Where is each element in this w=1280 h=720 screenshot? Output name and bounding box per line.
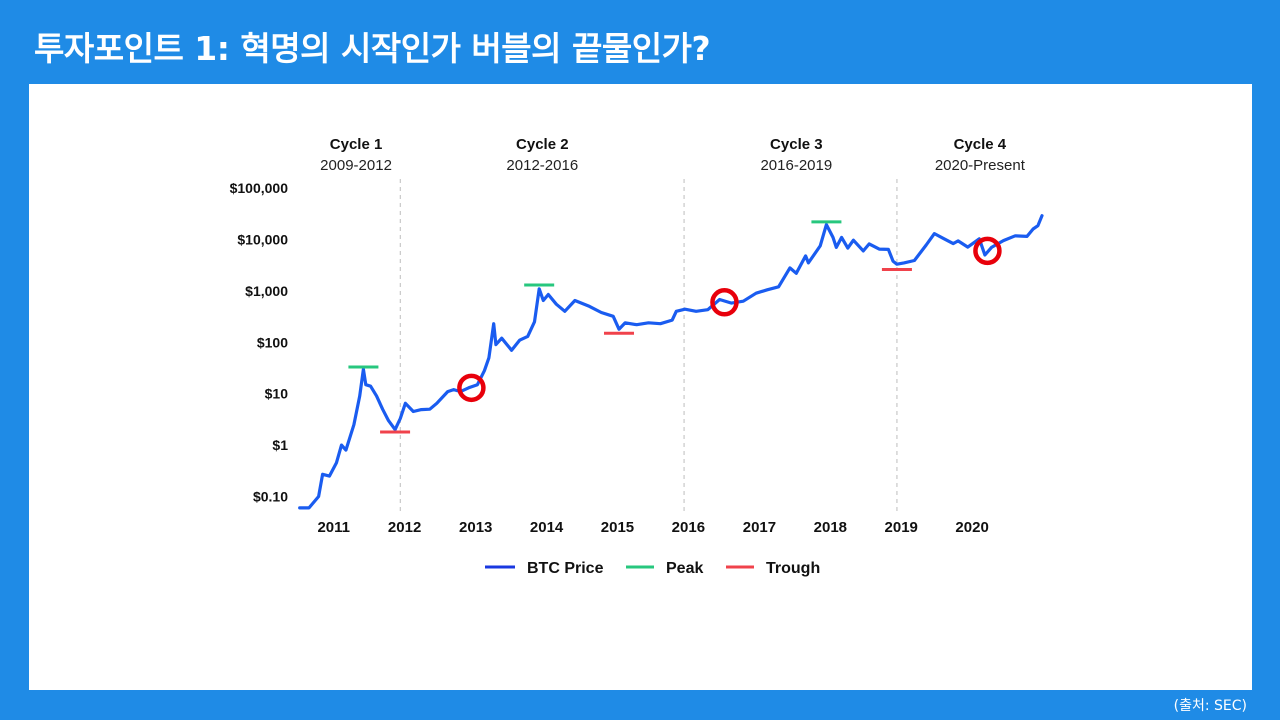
y-tick-label: $1 xyxy=(272,437,288,453)
x-tick-label: 2020 xyxy=(955,519,988,536)
peak-markers xyxy=(348,220,842,369)
series-layer xyxy=(298,214,1044,510)
highlight-circles xyxy=(457,236,1002,403)
x-tick-label: 2012 xyxy=(388,519,421,536)
legend-label: Peak xyxy=(666,560,703,577)
y-tick-label: $100 xyxy=(257,334,288,350)
cycle-headers: Cycle 1 2009-2012 Cycle 2 2012-2016 Cycle 3 2… xyxy=(320,136,1026,174)
highlight-circle xyxy=(457,373,486,403)
chart-panel: Cycle 1 2009-2012 Cycle 2 2012-2016 Cycle 3 2… xyxy=(29,84,1252,690)
cycle-name: Cycle 4 xyxy=(954,136,1007,153)
x-tick-label: 2011 xyxy=(317,519,350,536)
y-tick-label: $10 xyxy=(265,386,289,402)
y-tick-label: $0.10 xyxy=(253,489,288,505)
x-tick-label: 2019 xyxy=(885,519,918,536)
btc-price-line xyxy=(298,214,1044,510)
chart-legend: BTC Price Peak Trough xyxy=(485,560,820,577)
cycle-period: 2012-2016 xyxy=(506,157,578,174)
x-tick-label: 2016 xyxy=(672,519,705,536)
x-tick-label: 2015 xyxy=(601,519,634,536)
legend-label: Trough xyxy=(766,560,820,577)
source-note: (출처: SEC) xyxy=(1173,698,1247,714)
y-axis-ticks: $0.10 $1 $10 $100 $1,000 $10,000 $100,000 xyxy=(230,180,289,504)
x-tick-label: 2013 xyxy=(459,519,492,536)
cycle-name: Cycle 1 xyxy=(330,136,383,153)
cycle-period: 2016-2019 xyxy=(760,157,832,174)
x-tick-label: 2018 xyxy=(814,519,847,536)
trough-markers xyxy=(380,268,912,434)
slide-title: 투자포인트 1: 혁명의 시작인가 버블의 끝물인가? xyxy=(34,29,711,68)
y-tick-label: $1,000 xyxy=(245,283,288,299)
cycle-name: Cycle 2 xyxy=(516,136,569,153)
cycle-dividers xyxy=(399,179,898,514)
highlight-circle xyxy=(973,236,1002,266)
highlight-circle xyxy=(710,288,739,317)
y-tick-label: $100,000 xyxy=(230,180,289,196)
cycle-name: Cycle 3 xyxy=(770,136,823,153)
legend-label: BTC Price xyxy=(527,560,604,577)
cycle-period: 2009-2012 xyxy=(320,157,392,174)
y-tick-label: $10,000 xyxy=(237,231,288,247)
x-tick-label: 2014 xyxy=(530,519,564,536)
btc-cycle-chart: Cycle 1 2009-2012 Cycle 2 2012-2016 Cycle 3 2… xyxy=(230,136,1044,577)
cycle-period: 2020-Present xyxy=(935,157,1026,174)
x-tick-label: 2017 xyxy=(743,519,776,536)
x-axis-ticks: 2011 2012 2013 2014 2015 2016 2017 2018 2019 2020 xyxy=(317,519,988,536)
